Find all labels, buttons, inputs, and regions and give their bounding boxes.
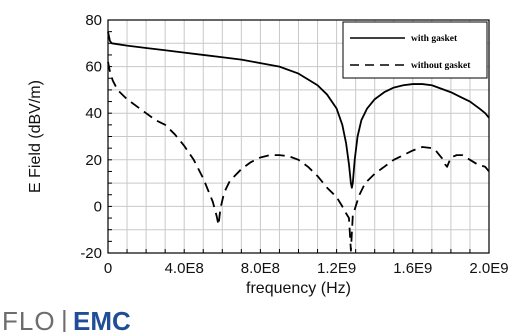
legend-label-without-gasket: without gasket	[411, 61, 471, 71]
y-tick-label: 80	[85, 12, 102, 29]
x-tick-label: 8.0E8	[241, 260, 280, 277]
series-line-0	[107, 31, 490, 189]
x-axis-title: frequency (Hz)	[246, 280, 351, 297]
y-axis-title: E Field (dBV/m)	[27, 80, 44, 193]
grid	[108, 20, 489, 253]
logo-separator: |	[61, 305, 69, 332]
legend-label-with-gasket: with gasket	[411, 34, 458, 44]
flo-emc-logo: FLO | EMC	[2, 305, 131, 332]
x-tick-label: 0	[104, 260, 112, 277]
legend-box	[342, 21, 488, 79]
series-layer	[107, 31, 490, 252]
logo-flo-text: FLO	[2, 306, 56, 332]
y-tick-label: 20	[85, 152, 102, 169]
y-tick-label: 0	[94, 198, 102, 215]
x-tick-label: 2.0E9	[469, 260, 508, 277]
y-tick-label: 40	[85, 105, 102, 122]
x-tick-label: 1.2E9	[317, 260, 356, 277]
minor-ticks	[107, 19, 490, 254]
y-tick-label: -20	[80, 245, 102, 262]
x-tick-label: 4.0E8	[165, 260, 204, 277]
logo-emc-text: EMC	[73, 306, 131, 332]
y-tick-label: 60	[85, 59, 102, 76]
series-line-1	[107, 61, 490, 252]
x-tick-label: 1.6E9	[393, 260, 432, 277]
legend: with gasket without gasket	[342, 21, 488, 79]
